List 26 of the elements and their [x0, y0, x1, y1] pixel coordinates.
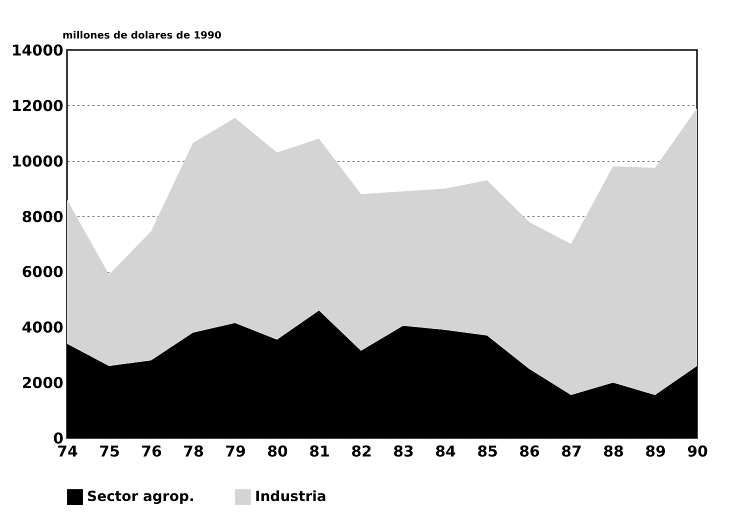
- x-tick-label: 88: [603, 442, 624, 460]
- x-tick-label: 89: [645, 442, 666, 460]
- x-tick-label: 75: [99, 442, 120, 460]
- legend-label: Sector agrop.: [87, 489, 194, 506]
- x-tick-label: 90: [687, 442, 708, 460]
- x-tick-label: 78: [183, 442, 204, 460]
- y-tick-label: 8000: [22, 208, 64, 226]
- x-tick-label: 79: [225, 442, 246, 460]
- y-tick-label: 2000: [22, 374, 64, 392]
- x-tick-label: 85: [477, 442, 498, 460]
- x-tick-label: 84: [435, 442, 456, 460]
- y-tick-label: 12000: [11, 96, 64, 115]
- x-tick-label: 80: [267, 442, 288, 460]
- x-tick-label: 86: [519, 442, 540, 460]
- x-tick-label: 74: [57, 442, 78, 460]
- y-tick-label: 14000: [11, 42, 64, 60]
- x-tick-label: 82: [351, 442, 372, 460]
- y-tick-label: 4000: [22, 318, 64, 337]
- y-axis-title: millones de dolares de 1990: [62, 30, 222, 42]
- x-tick-label: 76: [141, 442, 162, 460]
- x-tick-label: 87: [561, 442, 582, 460]
- y-tick-label: 10000: [11, 152, 64, 170]
- x-tick-label: 81: [309, 442, 330, 460]
- legend-label: Industria: [255, 489, 326, 506]
- y-tick-label: 6000: [22, 263, 64, 282]
- x-tick-label: 83: [393, 442, 414, 460]
